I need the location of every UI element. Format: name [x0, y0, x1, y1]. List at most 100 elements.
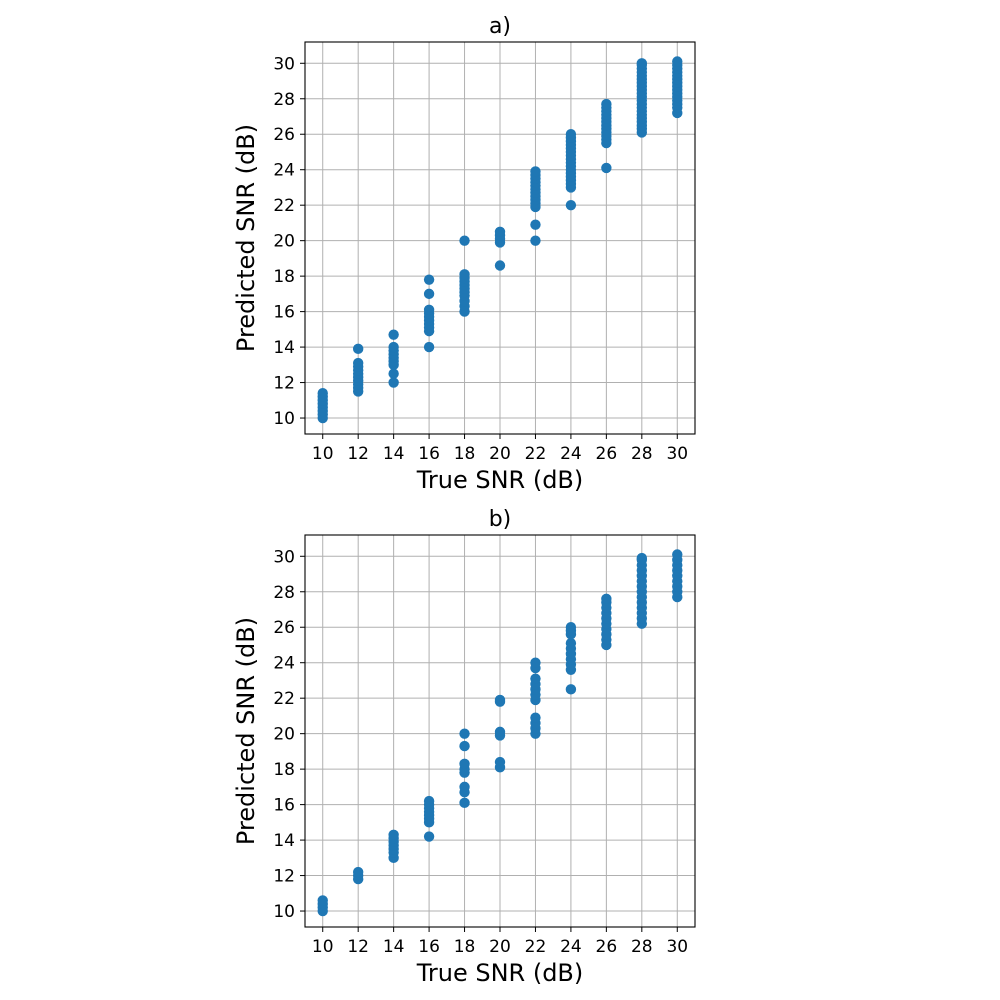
y-tick-label-b: 28: [273, 583, 295, 603]
data-point-a: [459, 269, 470, 280]
points-a: [317, 56, 683, 424]
data-point-b: [565, 637, 577, 649]
data-point-b: [494, 694, 506, 706]
y-tick-label-b: 26: [273, 618, 295, 638]
x-tick-label-a: 24: [560, 444, 582, 464]
x-tick-label-b: 28: [631, 937, 653, 957]
x-tick-label-b: 24: [560, 937, 582, 957]
data-point-a: [601, 162, 612, 174]
data-point-a: [423, 288, 435, 300]
y-tick-label-a: 16: [273, 303, 295, 323]
x-tick-label-b: 22: [525, 937, 547, 957]
ticks-b: 10 12 14 16 18 20 22 24 26 28 30 10 12 14 16 18 20 22 24 26…: [273, 547, 688, 957]
data-point-a: [459, 235, 470, 246]
data-point-b: [459, 781, 470, 793]
data-point-a: [423, 341, 435, 353]
y-axis-label-a: Predicted SNR (dB): [232, 124, 260, 352]
y-tick-label-b: 14: [273, 831, 295, 851]
y-tick-label-b: 20: [273, 725, 295, 745]
x-tick-label-a: 16: [418, 444, 440, 464]
panel-a: 10 12 14 16 18 20 22 24 26 28 30 10 12 14 16 18 20 22 24 26…: [232, 14, 696, 494]
data-point-b: [601, 593, 612, 605]
data-point-b: [388, 829, 399, 840]
data-point-b: [317, 895, 328, 906]
chart-title-b: b): [489, 507, 512, 532]
data-point-a: [494, 260, 506, 271]
y-tick-label-a: 20: [273, 232, 295, 252]
data-point-a: [388, 377, 399, 388]
x-tick-label-a: 18: [454, 444, 476, 464]
x-tick-label-a: 14: [383, 444, 405, 464]
data-point-a: [672, 56, 683, 67]
data-point-a: [388, 368, 399, 379]
data-point-b: [530, 712, 541, 723]
x-axis-label-a: True SNR (dB): [416, 466, 584, 494]
data-point-a: [423, 274, 435, 285]
points-b: [317, 549, 683, 917]
y-tick-label-a: 12: [273, 374, 295, 394]
ticks-a: 10 12 14 16 18 20 22 24 26 28 30 10 12 14 16 18 20 22 24 26…: [273, 54, 688, 464]
data-point-b: [672, 549, 683, 560]
x-tick-label-a: 28: [631, 444, 653, 464]
data-point-b: [530, 657, 541, 668]
y-tick-label-b: 10: [273, 902, 295, 922]
data-point-a: [388, 329, 399, 340]
data-point-a: [530, 166, 541, 177]
data-point-a: [530, 235, 541, 246]
data-point-a: [317, 388, 328, 399]
data-point-b: [494, 756, 506, 768]
data-point-a: [636, 58, 648, 69]
data-point-b: [565, 622, 577, 633]
y-tick-label-a: 28: [273, 90, 295, 110]
x-tick-label-a: 30: [666, 444, 688, 464]
data-point-a: [494, 226, 506, 237]
x-tick-label-b: 26: [596, 937, 618, 957]
panel-b: 10 12 14 16 18 20 22 24 26 28 30 10 12 14 16 18 20 22 24 26…: [232, 507, 696, 987]
x-tick-label-b: 10: [312, 937, 334, 957]
y-tick-label-a: 24: [273, 161, 295, 181]
data-point-b: [565, 684, 577, 695]
data-point-b: [459, 728, 470, 739]
x-tick-label-a: 26: [596, 444, 618, 464]
y-tick-label-b: 16: [273, 796, 295, 816]
data-point-b: [636, 552, 648, 564]
x-tick-label-a: 22: [525, 444, 547, 464]
data-point-b: [423, 795, 435, 807]
data-point-a: [565, 129, 577, 140]
data-point-b: [459, 758, 470, 770]
y-axis-label-b: Predicted SNR (dB): [232, 617, 260, 845]
y-tick-label-b: 18: [273, 760, 295, 780]
y-tick-label-b: 22: [273, 689, 295, 709]
data-point-b: [459, 797, 470, 809]
y-tick-label-b: 24: [273, 654, 295, 674]
y-tick-label-a: 26: [273, 125, 295, 145]
data-point-b: [494, 726, 506, 738]
data-point-b: [352, 866, 364, 878]
data-point-a: [565, 199, 577, 211]
x-tick-label-b: 16: [418, 937, 440, 957]
x-axis-label-b: True SNR (dB): [416, 959, 584, 987]
data-point-a: [352, 357, 364, 369]
x-tick-label-a: 12: [347, 444, 369, 464]
x-tick-label-b: 20: [489, 937, 511, 957]
data-point-b: [423, 831, 435, 842]
y-tick-label-b: 30: [273, 547, 295, 567]
data-point-a: [601, 98, 612, 110]
data-point-a: [530, 219, 541, 230]
x-tick-label-a: 10: [312, 444, 334, 464]
x-tick-label-b: 14: [383, 937, 405, 957]
data-point-b: [530, 673, 541, 684]
y-tick-label-a: 10: [273, 409, 295, 429]
data-point-a: [352, 343, 364, 355]
data-point-a: [423, 304, 435, 316]
x-tick-label-b: 30: [666, 937, 688, 957]
x-tick-label-b: 18: [454, 937, 476, 957]
data-point-b: [459, 740, 470, 752]
y-tick-label-a: 22: [273, 196, 295, 216]
y-tick-label-a: 14: [273, 338, 295, 358]
x-tick-label-a: 20: [489, 444, 511, 464]
y-tick-label-b: 12: [273, 867, 295, 887]
chart-title-a: a): [489, 14, 511, 39]
y-tick-label-a: 18: [273, 267, 295, 287]
data-point-a: [388, 341, 399, 353]
